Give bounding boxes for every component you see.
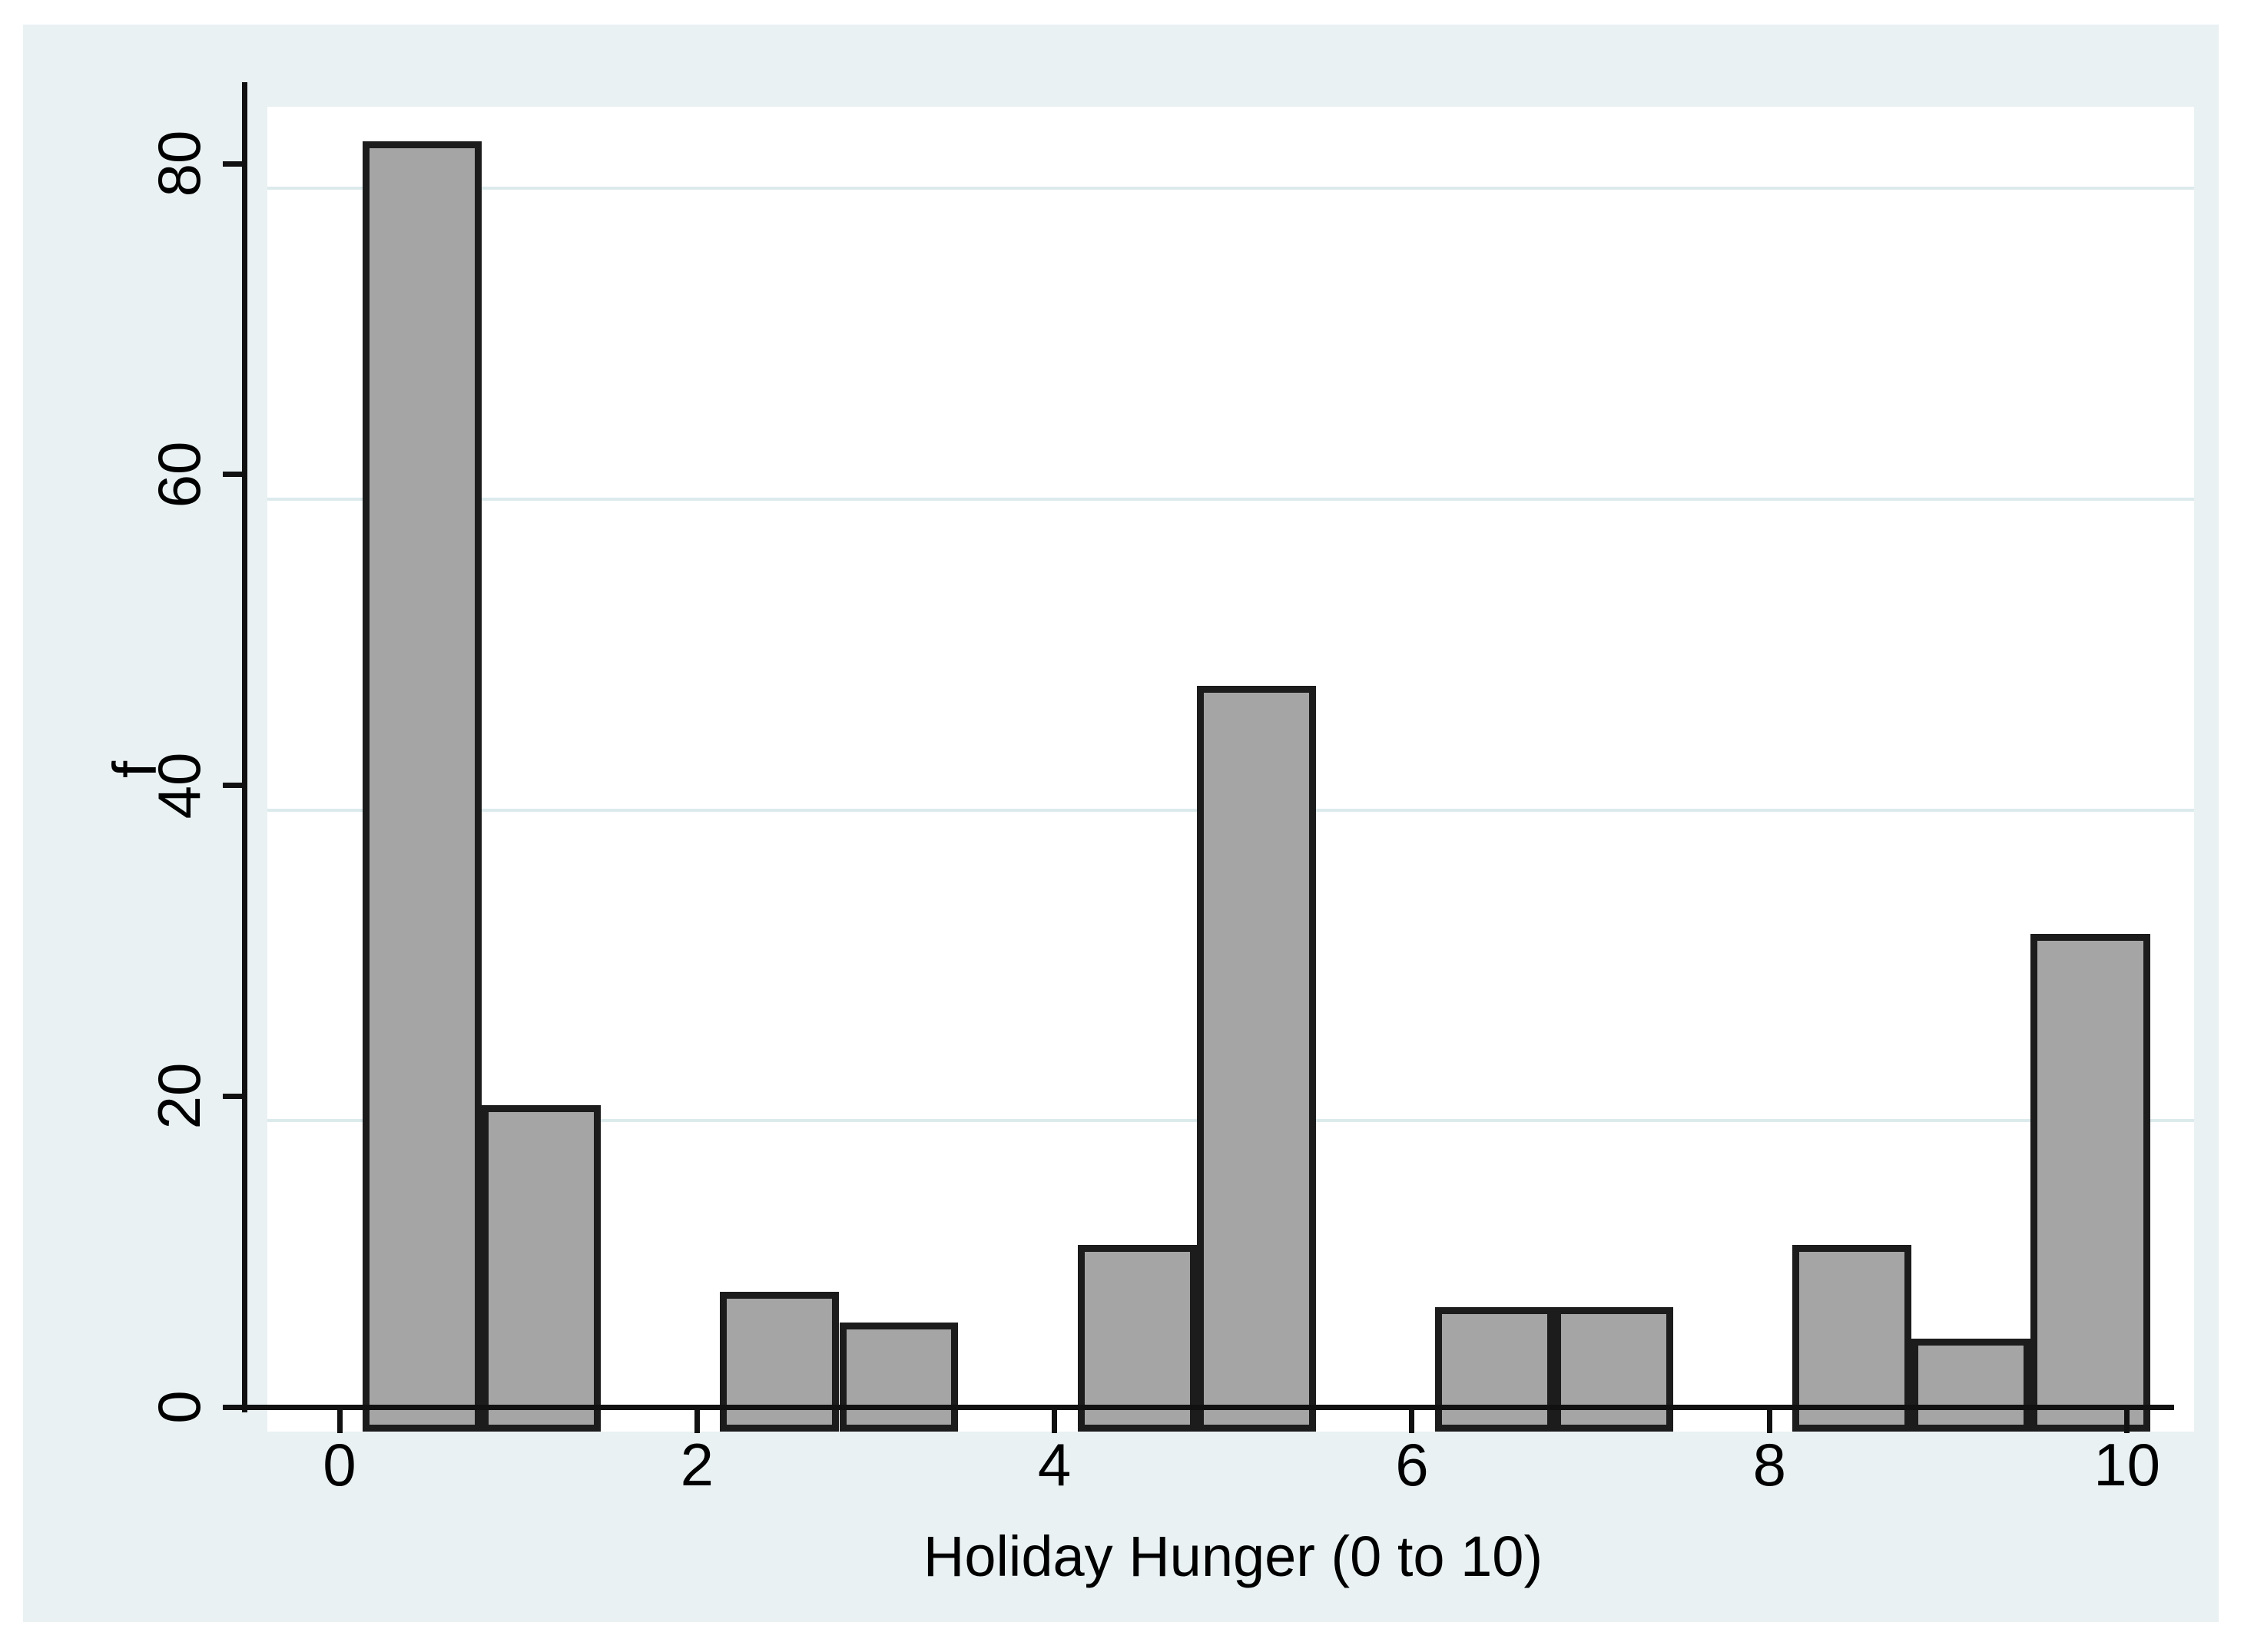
x-tick-label-10: 10 [2093,1431,2160,1498]
histogram-bar-2 [720,1291,840,1432]
y-tick-label-60: 60 [145,441,213,508]
y-axis-line [241,82,247,1412]
histogram-bar-6 [1434,1307,1555,1432]
y-tick-label-80: 80 [145,130,213,197]
x-tick-label-0: 0 [323,1431,356,1498]
histogram-bar-10 [2030,934,2150,1432]
y-gridline-80 [267,187,2194,190]
x-tick-2 [694,1409,700,1433]
x-tick-label-8: 8 [1752,1431,1786,1498]
y-tick-0 [223,1404,244,1410]
plot-area [267,107,2194,1432]
y-tick-label-20: 20 [145,1062,213,1130]
x-tick-label-2: 2 [680,1431,714,1498]
histogram-bar-9 [1911,1338,2031,1432]
chart-canvas: Holiday Hunger (0 to 10) f 0 20 40 60 80 0 2 4 6… [23,25,2219,1622]
histogram-bar-8 [1792,1245,1912,1432]
y-tick-label-40: 40 [145,752,213,819]
y-gridline-60 [267,497,2194,501]
x-tick-0 [336,1409,343,1433]
x-tick-6 [1409,1409,1415,1433]
y-tick-60 [223,472,244,478]
x-tick-label-6: 6 [1395,1431,1429,1498]
x-axis-line [241,1404,2174,1410]
histogram-bar-1 [482,1105,602,1432]
histogram-bar-4 [1077,1245,1197,1432]
x-tick-label-4: 4 [1037,1431,1072,1498]
y-tick-80 [223,161,244,167]
x-tick-8 [1766,1409,1772,1433]
y-tick-20 [223,1093,244,1099]
histogram-bar-3 [839,1323,959,1432]
histogram-bar-5 [1196,685,1316,1432]
x-axis-title: Holiday Hunger (0 to 10) [923,1525,1543,1588]
y-tick-40 [223,783,244,789]
histogram-bar-7 [1554,1307,1674,1432]
histogram-bar-0 [363,141,482,1432]
x-tick-10 [2124,1409,2130,1433]
y-tick-label-0: 0 [145,1390,213,1424]
x-tick-4 [1052,1409,1058,1433]
